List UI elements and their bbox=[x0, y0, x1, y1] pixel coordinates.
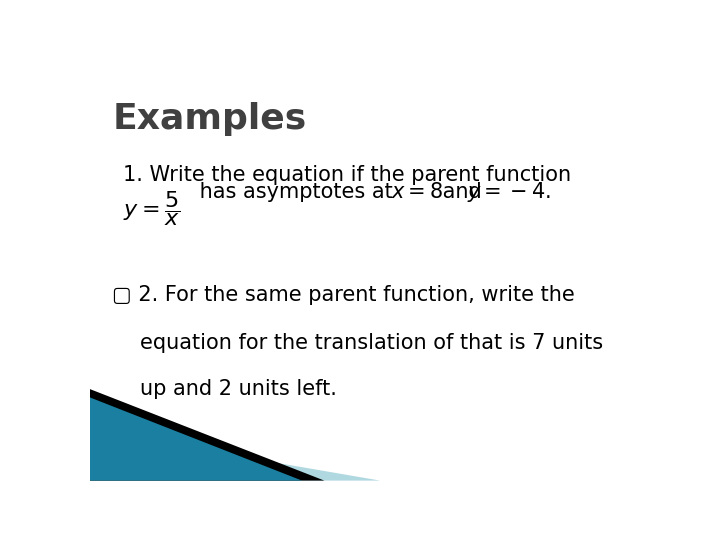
Text: equation for the translation of that is 7 units: equation for the translation of that is … bbox=[140, 333, 603, 353]
Text: $\mathit{y} = \dfrac{5}{\mathit{x}}$: $\mathit{y} = \dfrac{5}{\mathit{x}}$ bbox=[124, 189, 181, 228]
Polygon shape bbox=[90, 389, 324, 481]
Text: 1. Write the equation if the parent function: 1. Write the equation if the parent func… bbox=[124, 165, 572, 185]
Text: $\mathit{x} = \mathit{8}$: $\mathit{x} = \mathit{8}$ bbox=[392, 181, 444, 201]
Text: up and 2 units left.: up and 2 units left. bbox=[140, 379, 337, 399]
Text: has asymptotes at: has asymptotes at bbox=[193, 181, 393, 201]
Polygon shape bbox=[90, 431, 380, 481]
Text: Examples: Examples bbox=[112, 102, 307, 136]
Text: $\mathit{y} = -\mathit{4}.$: $\mathit{y} = -\mathit{4}.$ bbox=[467, 180, 550, 204]
Polygon shape bbox=[90, 397, 302, 481]
Text: and: and bbox=[436, 181, 488, 201]
Text: ▢ 2. For the same parent function, write the: ▢ 2. For the same parent function, write… bbox=[112, 285, 575, 305]
